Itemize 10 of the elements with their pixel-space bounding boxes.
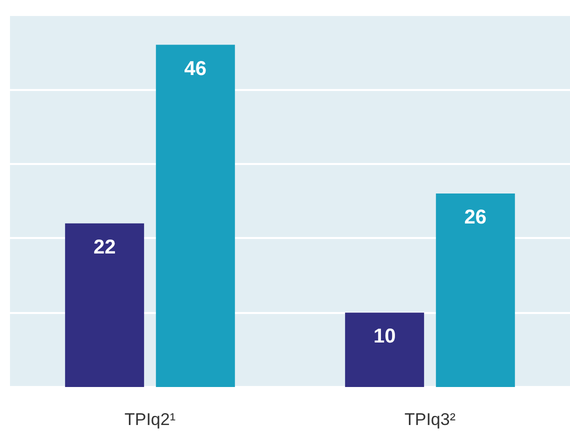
data-label: 10 xyxy=(373,326,396,348)
x-tick-label: TPIq3² xyxy=(404,410,456,429)
bar xyxy=(345,312,424,387)
bar xyxy=(436,194,515,387)
bar xyxy=(156,44,235,387)
data-label: 46 xyxy=(184,58,207,80)
data-label: 22 xyxy=(93,236,116,258)
x-tick-label: TPIq2¹ xyxy=(124,410,176,429)
data-label: 26 xyxy=(464,206,487,229)
bar xyxy=(65,223,144,387)
